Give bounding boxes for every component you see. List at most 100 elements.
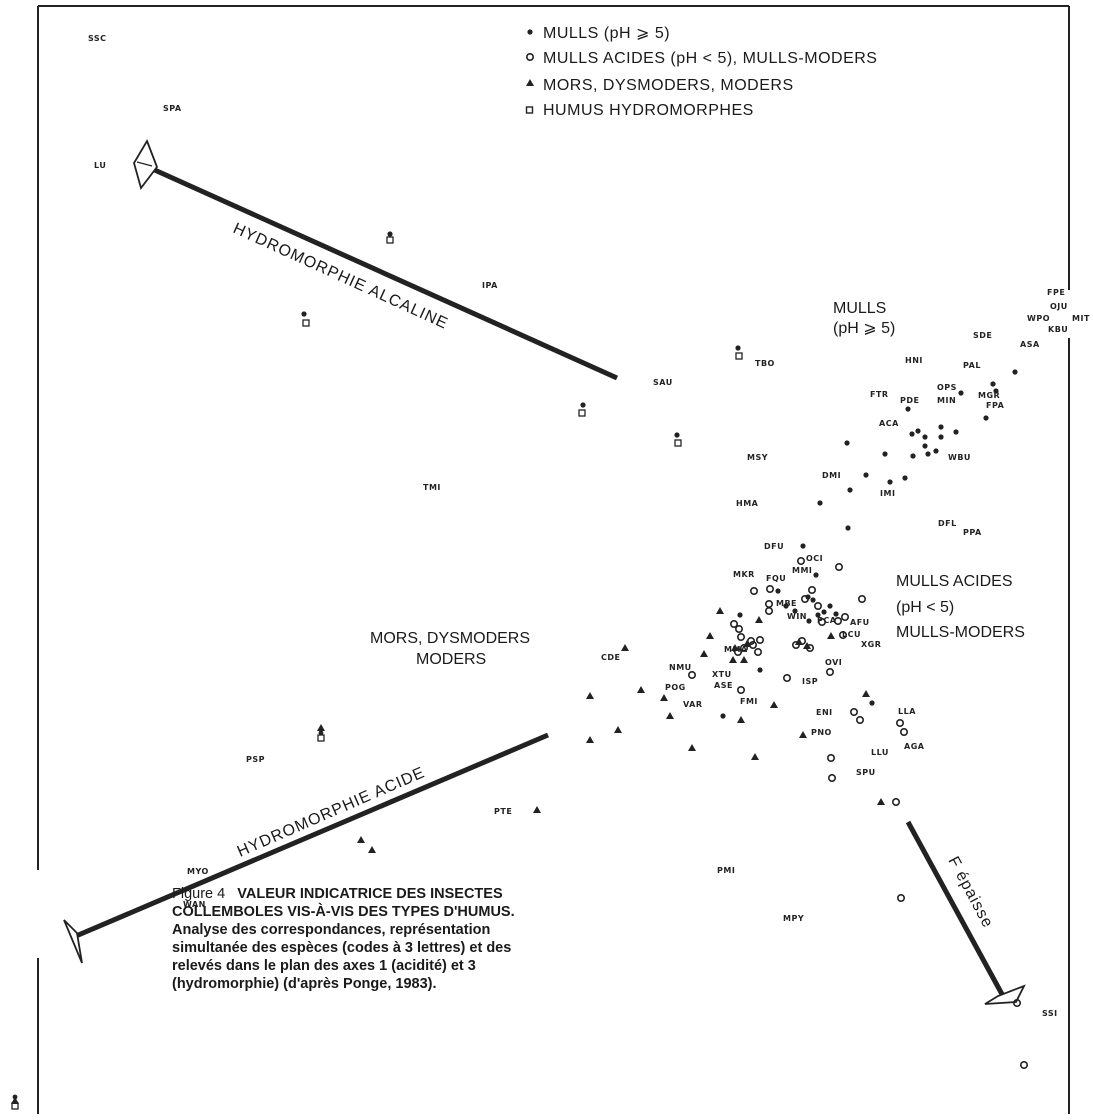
site-mull-acide-circle — [734, 624, 743, 633]
site-mor-triangle — [799, 731, 807, 738]
site-mor-triangle — [614, 726, 622, 733]
legend-dot-marker — [527, 29, 533, 35]
site-mor-triangle — [706, 632, 714, 639]
site-hydromorphe-square — [735, 352, 743, 360]
site-mor-triangle — [586, 736, 594, 743]
site-mull-acide-circle — [826, 753, 835, 762]
figure-caption: Figure 4 VALEUR INDICATRICE DES INSECTES… — [172, 885, 517, 993]
site-mull-dot — [12, 1094, 18, 1100]
species-code-myo: MYO — [187, 867, 209, 876]
site-mor-triangle — [637, 686, 645, 693]
svg-text:MULLS ACIDES: MULLS ACIDES — [896, 573, 1012, 590]
species-code-mit: MIT — [1072, 314, 1090, 323]
region-mulls-acides: MULLS ACIDES (pH < 5) MULLS-MODERS — [896, 573, 1025, 641]
site-hydromorphe-square — [578, 409, 586, 417]
species-code-psp: PSP — [246, 755, 265, 764]
species-code-ipa: IPA — [482, 281, 498, 290]
site-mull-dot — [922, 443, 928, 449]
site-mull-dot — [821, 609, 827, 615]
site-mor-triangle — [666, 712, 674, 719]
site-mull-dot — [720, 713, 726, 719]
site-mull-dot — [910, 453, 916, 459]
site-mull-dot — [905, 406, 911, 412]
species-code-sde: SDE — [973, 331, 992, 340]
site-mull-dot — [958, 390, 964, 396]
species-code-pde: PDE — [900, 396, 919, 405]
species-code-nmu: NMU — [669, 663, 692, 672]
site-mull-dot — [806, 618, 812, 624]
site-mull-dot — [882, 451, 888, 457]
site-mull-dot — [827, 603, 833, 609]
species-code-imi: IMI — [880, 489, 895, 498]
site-mull-dot — [915, 428, 921, 434]
species-code-hma: HMA — [736, 499, 759, 508]
site-mull-acide-circle — [849, 707, 858, 716]
site-mor-triangle — [317, 724, 325, 731]
species-code-pca: PCA — [817, 616, 837, 625]
species-code-xtu: XTU — [712, 670, 732, 679]
species-code-ops: OPS — [937, 383, 957, 392]
site-mor-triangle — [357, 836, 365, 843]
site-mull-acide-circle — [746, 636, 755, 645]
species-code-isp: ISP — [802, 677, 818, 686]
species-code-llu: LLU — [871, 748, 889, 757]
site-mull-acide-circle — [687, 670, 696, 679]
species-code-sau: SAU — [653, 378, 673, 387]
species-code-win: WIN — [787, 612, 807, 621]
site-mull-dot — [318, 730, 324, 736]
legend-item-mulls: MULLS (pH ⩾ 5) — [543, 25, 670, 42]
species-code-pog: POG — [665, 683, 686, 692]
site-mor-triangle — [751, 753, 759, 760]
site-mor-triangle — [803, 642, 811, 649]
species-code-spu: SPU — [856, 768, 876, 777]
legend: MULLS (pH ⩾ 5) MULLS ACIDES (pH < 5), MU… — [525, 25, 877, 119]
species-code-pal: PAL — [963, 361, 981, 370]
site-mor-triangle — [700, 650, 708, 657]
site-mull-dot — [800, 543, 806, 549]
region-mulls: MULLS (pH ⩾ 5) — [833, 300, 895, 337]
site-mor-triangle — [729, 656, 737, 663]
site-mull-acide-circle — [855, 715, 864, 724]
axis-label-hydro-acide: HYDROMORPHIE ACIDE — [235, 764, 428, 861]
axis-label-f-epaisse: F épaisse — [944, 854, 996, 931]
species-code-oci: OCI — [806, 554, 823, 563]
frame — [37, 5, 1070, 1114]
species-code-xgr: XGR — [861, 640, 881, 649]
site-mull-dot — [757, 667, 763, 673]
site-mull-acide-circle — [857, 594, 866, 603]
species-code-lcu: LCU — [842, 630, 861, 639]
site-mull-acide-circle — [825, 667, 834, 676]
species-code-mkr: MKR — [733, 570, 755, 579]
caption-prefix: Figure 4 — [172, 886, 226, 902]
site-mull-acide-circle — [733, 647, 742, 656]
species-code-afu: AFU — [850, 618, 870, 627]
site-mull-acide-circle — [753, 647, 762, 656]
site-mull-dot — [813, 572, 819, 578]
site-mull-dot — [887, 479, 893, 485]
site-mull-dot — [737, 612, 743, 618]
site-mull-dot — [674, 432, 680, 438]
site-points — [11, 231, 1028, 1110]
site-mull-acide-circle — [813, 601, 822, 610]
species-code-min: MIN — [937, 396, 956, 405]
site-mull-acide-circle — [896, 893, 905, 902]
species-code-mpy: MPY — [783, 914, 804, 923]
site-mull-acide-circle — [736, 685, 745, 694]
species-code-cde: CDE — [601, 653, 620, 662]
species-code-mgr: MGR — [978, 391, 1000, 400]
site-mull-dot — [938, 424, 944, 430]
svg-text:(pH ⩾ 5): (pH ⩾ 5) — [833, 320, 895, 337]
species-code-lla: LLA — [898, 707, 916, 716]
species-code-ftr: FTR — [870, 390, 889, 399]
site-mull-acide-circle — [765, 584, 774, 593]
site-mull-acide-circle — [899, 727, 908, 736]
species-code-tbo: TBO — [755, 359, 775, 368]
species-code-pte: PTE — [494, 807, 512, 816]
site-mull-dot — [933, 448, 939, 454]
site-mor-triangle — [731, 644, 739, 651]
site-mull-dot — [993, 388, 999, 394]
species-code-wan: WAN — [183, 900, 206, 909]
site-mull-acide-circle — [807, 585, 816, 594]
site-mull-dot — [783, 603, 789, 609]
